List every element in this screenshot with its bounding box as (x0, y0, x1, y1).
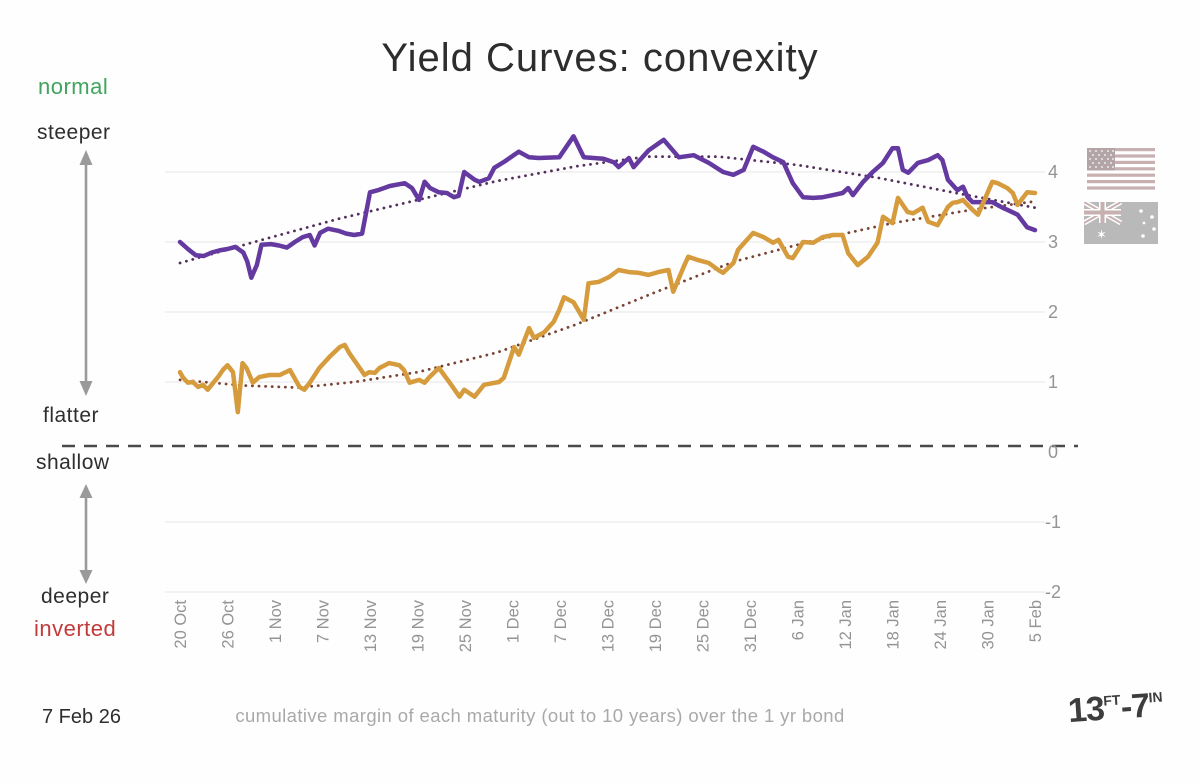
x-tick-label: 5 Feb (1027, 600, 1045, 642)
steeper-flatter-arrow-icon (79, 150, 93, 396)
label-steeper: steeper (37, 121, 111, 144)
y-tick-label: 2 (1048, 302, 1058, 322)
y-tick-label: 1 (1048, 372, 1058, 392)
page-title: Yield Curves: convexity (381, 36, 819, 80)
x-tick-label: 24 Jan (932, 600, 950, 650)
label-deeper: deeper (41, 585, 110, 608)
label-normal: normal (38, 74, 109, 99)
date-label: 7 Feb 26 (42, 706, 121, 728)
label-inverted: inverted (34, 616, 117, 641)
x-tick-label: 1 Nov (267, 599, 285, 643)
x-tick-label: 1 Dec (505, 600, 523, 643)
x-tick-label: 19 Dec (647, 600, 665, 652)
logo-part: IN (1147, 688, 1164, 706)
x-tick-label: 13 Nov (362, 599, 380, 652)
x-tick-label: 20 Oct (172, 600, 190, 649)
y-tick-label: -2 (1045, 582, 1061, 602)
logo-part: -7 (1119, 686, 1151, 727)
x-tick-label: 25 Dec (695, 600, 713, 652)
x-tick-label: 6 Jan (790, 600, 808, 640)
x-tick-label: 25 Nov (457, 599, 475, 652)
x-tick-label: 13 Dec (600, 600, 618, 652)
x-tick-label: 26 Oct (220, 600, 238, 649)
australia-purple-line (177, 134, 1038, 280)
y-tick-label: 0 (1048, 442, 1058, 462)
logo-part: 13 (1066, 689, 1106, 731)
us-flag-icon (1087, 148, 1155, 190)
label-flatter: flatter (43, 404, 100, 427)
shallow-deeper-arrow-icon (79, 484, 93, 584)
x-tick-label: 7 Nov (315, 599, 333, 643)
australia-flag-icon: ✶ (1084, 202, 1158, 244)
commonwealth-star: ✶ (1096, 227, 1107, 242)
y-tick-label: 4 (1048, 162, 1058, 182)
x-tick-label: 7 Dec (552, 600, 570, 643)
x-tick-label: 12 Jan (837, 600, 855, 650)
x-tick-label: 19 Nov (410, 599, 428, 652)
y-tick-label: 3 (1048, 232, 1058, 252)
us-orange-line (177, 179, 1038, 415)
brand-logo: 13FT-7IN (1067, 684, 1189, 731)
y-tick-label: -1 (1045, 512, 1061, 532)
x-tick-label: 30 Jan (980, 600, 998, 650)
chart-caption: cumulative margin of each maturity (out … (235, 705, 845, 726)
label-shallow: shallow (36, 451, 110, 474)
x-tick-label: 31 Dec (742, 600, 760, 652)
us-orange-trend-dotted (178, 199, 1037, 390)
x-tick-label: 18 Jan (885, 600, 903, 650)
logo-part: FT (1102, 691, 1121, 709)
